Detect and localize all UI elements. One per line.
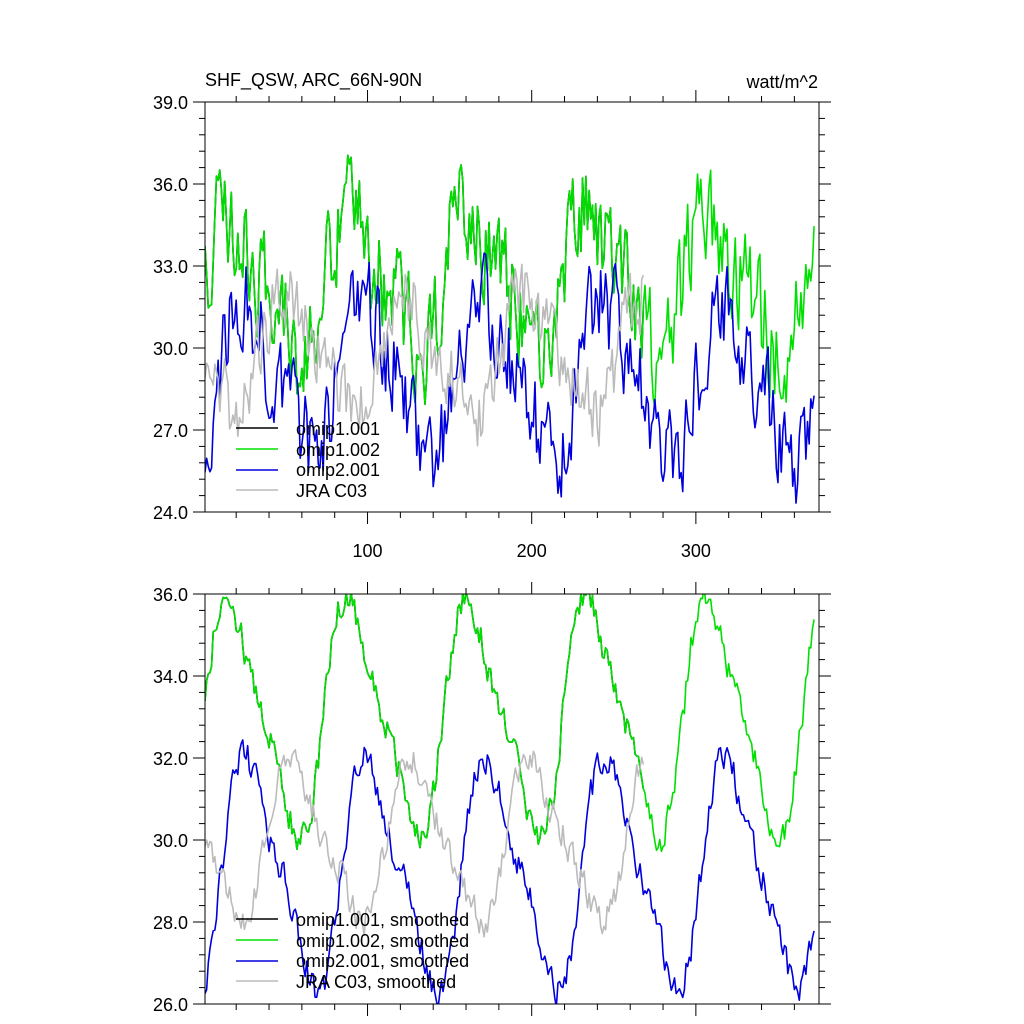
top-series-layer	[205, 154, 815, 504]
bottom-series-line-3	[205, 749, 645, 938]
bottom-legend-label-0: omip1.001, smoothed	[296, 910, 469, 930]
top-panel: SHF_QSW, ARC_66N-90N watt/m^2 24.0 27.0 30…	[153, 70, 831, 561]
top-series-line-3	[205, 263, 645, 447]
bottom-axis-layer: 26.0 28.0 30.0 32.0 34.0 36.0	[153, 582, 831, 1016]
top-plot-frame	[204, 101, 820, 513]
bottom-series-layer	[205, 594, 815, 1004]
top-panel-units: watt/m^2	[746, 72, 818, 92]
top-axis-layer: 24.0 27.0 30.0 33.0 36.0 39.0 100 200 300	[153, 90, 831, 561]
bottom-legend-label-3: JRA C03, smoothed	[296, 972, 456, 992]
bottom-ytick-label-4: 34.0	[153, 667, 188, 687]
top-legend-label-2: omip2.001	[296, 460, 380, 480]
bottom-panel: 26.0 28.0 30.0 32.0 34.0 36.0 omip1.001, smoo…	[153, 582, 831, 1016]
top-ytick-label-5: 39.0	[153, 93, 188, 113]
bottom-ytick-label-3: 32.0	[153, 749, 188, 769]
bottom-ytick-label-5: 36.0	[153, 585, 188, 605]
top-ytick-label-3: 33.0	[153, 257, 188, 277]
top-legend-label-3: JRA C03	[296, 481, 367, 501]
top-legend-label-0: omip1.001	[296, 419, 380, 439]
bottom-legend-label-1: omip1.002, smoothed	[296, 931, 469, 951]
bottom-ytick-label-0: 26.0	[153, 995, 188, 1015]
bottom-series-line-1	[205, 594, 815, 853]
top-xtick-label-0: 100	[353, 541, 383, 561]
top-xtick-label-1: 200	[517, 541, 547, 561]
bottom-series-line-2	[205, 739, 815, 1004]
top-xtick-label-2: 300	[681, 541, 711, 561]
bottom-legend: omip1.001, smoothed omip1.002, smoothed …	[236, 910, 469, 992]
bottom-ytick-label-1: 28.0	[153, 913, 188, 933]
top-legend: omip1.001 omip1.002 omip2.001 JRA C03	[236, 419, 380, 501]
bottom-legend-label-2: omip2.001, smoothed	[296, 951, 469, 971]
top-ytick-label-2: 30.0	[153, 339, 188, 359]
top-ytick-label-4: 36.0	[153, 175, 188, 195]
bottom-plot-frame	[204, 593, 820, 1005]
top-legend-label-1: omip1.002	[296, 440, 380, 460]
top-ytick-label-1: 27.0	[153, 421, 188, 441]
top-ytick-label-0: 24.0	[153, 503, 188, 523]
top-series-line-2	[205, 252, 815, 504]
bottom-ytick-label-2: 30.0	[153, 831, 188, 851]
top-panel-title: SHF_QSW, ARC_66N-90N	[205, 70, 422, 91]
top-series-line-1	[205, 154, 815, 408]
